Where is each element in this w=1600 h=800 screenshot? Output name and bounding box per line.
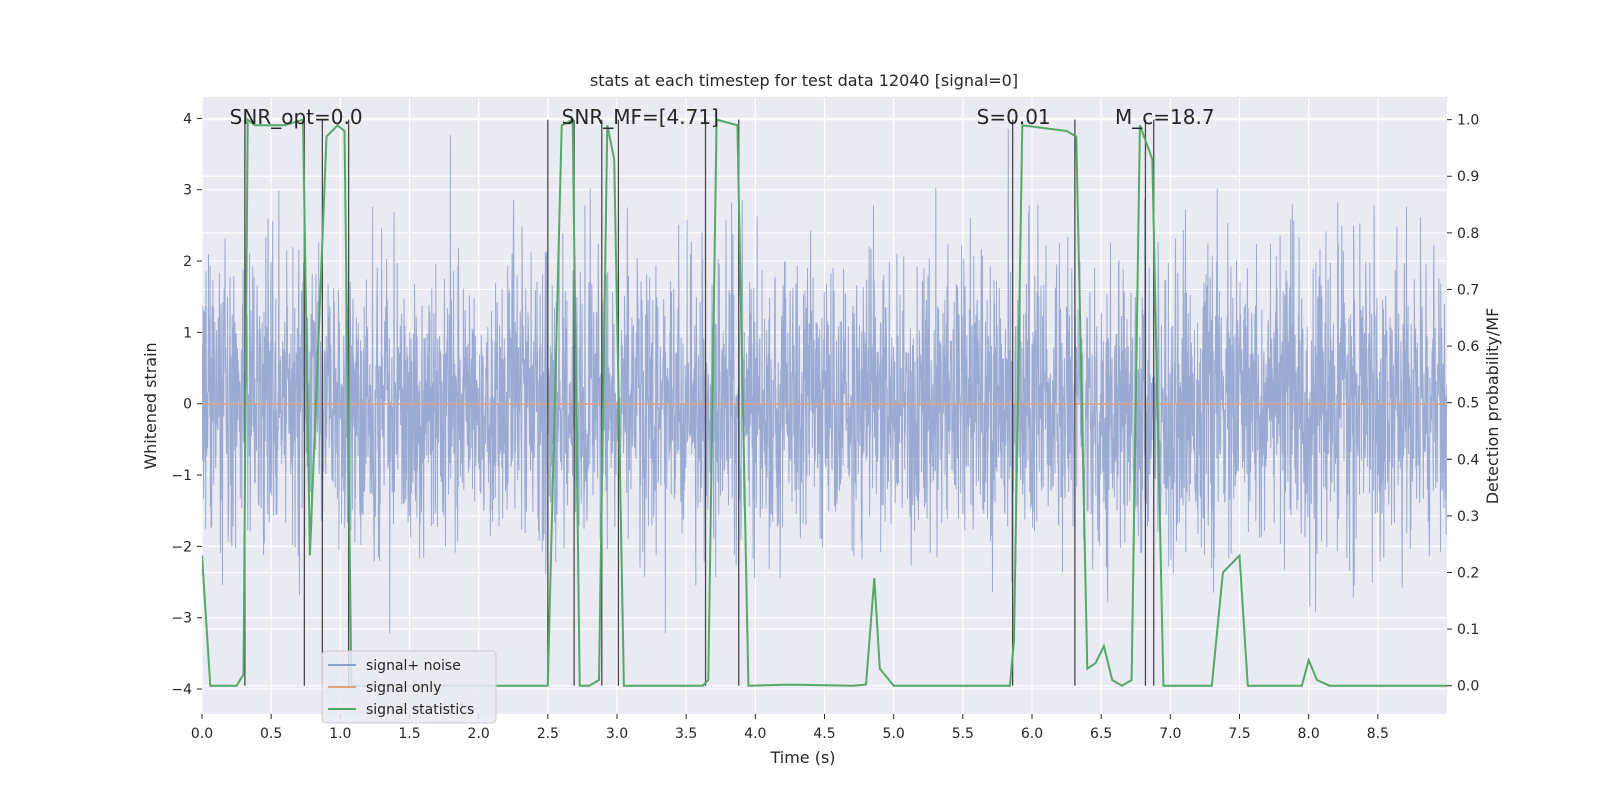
series-signal-statistics xyxy=(202,117,1447,687)
x-tick-label: 2.5 xyxy=(537,726,559,742)
x-tick-label: 6.0 xyxy=(1021,726,1043,742)
y-tick-label: −2 xyxy=(171,539,192,555)
y-tick-label: 3 xyxy=(183,183,192,199)
y-tick-label: −4 xyxy=(171,682,192,698)
chart-title: stats at each timestep for test data 120… xyxy=(590,71,1018,90)
x-axis-label: Time (s) xyxy=(769,748,835,767)
annotation-text: SNR_opt=0.0 xyxy=(230,105,363,129)
right-y-tick-label: 0.2 xyxy=(1457,565,1479,581)
right-y-tick-label: 0.0 xyxy=(1457,679,1479,695)
right-y-tick-label: 0.4 xyxy=(1457,452,1479,468)
right-y-tick-label: 1.0 xyxy=(1457,113,1479,129)
x-tick-label: 0.0 xyxy=(191,726,213,742)
x-axis-ticks: 0.0 0.5 1.0 1.5 2.0 2.5 3.0 3.5 4.0 4.5 5.0 5.5 6.0 6… xyxy=(191,714,1389,742)
y-tick-label: −3 xyxy=(171,611,192,627)
legend: signal+ noise signal only signal statistic… xyxy=(321,650,497,724)
right-y-tick-label: 0.5 xyxy=(1457,396,1479,412)
x-tick-label: 8.0 xyxy=(1298,726,1320,742)
y-tick-label: 2 xyxy=(183,254,192,270)
x-tick-label: 6.5 xyxy=(1090,726,1112,742)
x-tick-label: 7.5 xyxy=(1228,726,1250,742)
right-y-tick-label: 0.7 xyxy=(1457,282,1479,298)
x-tick-label: 1.5 xyxy=(398,726,420,742)
annotation-text: SNR_MF=[4.71] xyxy=(562,105,719,129)
right-y-tick-label: 0.1 xyxy=(1457,622,1479,638)
legend-box xyxy=(321,650,497,724)
x-tick-label: 3.0 xyxy=(606,726,628,742)
y-tick-label: 1 xyxy=(183,325,192,341)
x-tick-label: 5.0 xyxy=(883,726,905,742)
annotation-text: S=0.01 xyxy=(977,105,1051,129)
y-axis-ticks: −4 −3 −2 −1 0 1 2 3 4 xyxy=(171,111,202,698)
x-tick-label: 8.5 xyxy=(1367,726,1389,742)
x-tick-label: 5.5 xyxy=(952,726,974,742)
legend-label: signal+ noise xyxy=(366,658,461,674)
y-tick-label: 4 xyxy=(183,111,192,127)
right-y-axis-label: Detection probability/MF xyxy=(1483,308,1502,505)
right-y-axis-ticks: 0.0 0.1 0.2 0.3 0.4 0.5 0.6 0.7 0.8 0.9 1.0 xyxy=(1447,113,1479,695)
x-tick-label: 2.0 xyxy=(468,726,490,742)
y-tick-label: −1 xyxy=(171,468,192,484)
x-tick-label: 1.0 xyxy=(329,726,351,742)
right-y-tick-label: 0.3 xyxy=(1457,509,1479,525)
y-tick-label: 0 xyxy=(183,397,192,413)
right-y-tick-label: 0.8 xyxy=(1457,226,1479,242)
right-y-tick-label: 0.9 xyxy=(1457,169,1479,185)
x-tick-label: 7.0 xyxy=(1159,726,1181,742)
right-y-tick-label: 0.6 xyxy=(1457,339,1479,355)
annotations: SNR_opt=0.0 SNR_MF=[4.71] S=0.01 M_c=18.7 xyxy=(230,105,1215,129)
y-axis-label: Whitened strain xyxy=(141,342,160,469)
series-signal-noise xyxy=(202,128,1447,634)
legend-label: signal statistics xyxy=(366,702,474,718)
annotation-text: M_c=18.7 xyxy=(1115,105,1215,129)
legend-label: signal only xyxy=(366,680,441,696)
x-tick-label: 0.5 xyxy=(260,726,282,742)
x-tick-label: 3.5 xyxy=(675,726,697,742)
x-tick-label: 4.5 xyxy=(813,726,835,742)
x-tick-label: 4.0 xyxy=(744,726,766,742)
